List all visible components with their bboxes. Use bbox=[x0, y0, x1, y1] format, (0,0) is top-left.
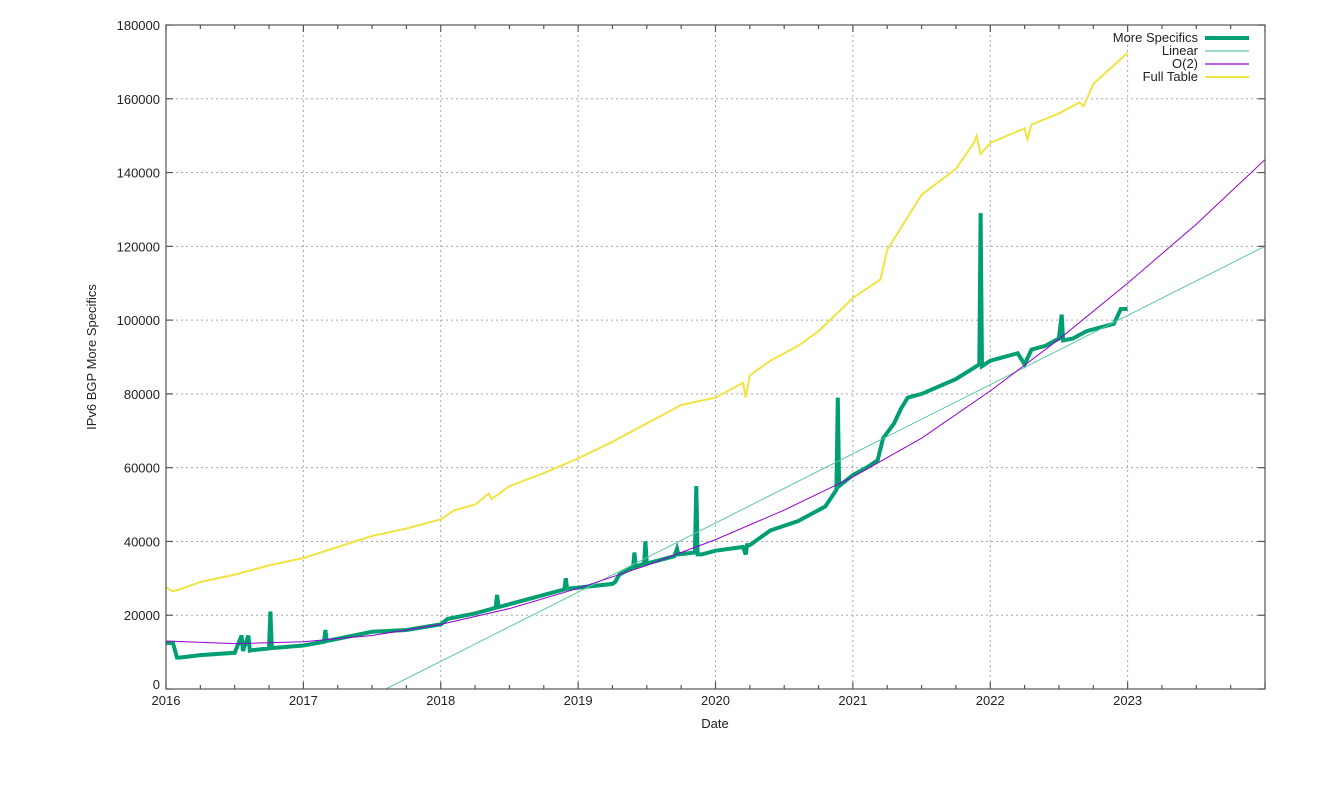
y-tick-label: 40000 bbox=[124, 534, 160, 549]
y-tick-label: 140000 bbox=[117, 166, 160, 181]
x-tick-label: 2021 bbox=[838, 693, 867, 708]
x-tick-label: 2022 bbox=[976, 693, 1005, 708]
x-axis-ticks: 2016 2017 2018 2019 2020 2021 2022 2023 bbox=[152, 25, 1266, 708]
series-linear bbox=[385, 245, 1265, 689]
legend-label: O(2) bbox=[1172, 56, 1198, 71]
legend-item-o2: O(2) bbox=[1172, 56, 1249, 71]
x-tick-label: 2016 bbox=[152, 693, 181, 708]
axes bbox=[165, 24, 1266, 690]
x-tick-label: 2019 bbox=[564, 693, 593, 708]
y-tick-label: 180000 bbox=[117, 18, 160, 33]
legend-label: Full Table bbox=[1143, 69, 1198, 84]
x-tick-label: 2020 bbox=[701, 693, 730, 708]
y-tick-label: 160000 bbox=[117, 92, 160, 107]
y-axis-title: IPv6 BGP More Specifics bbox=[84, 284, 99, 430]
y-tick-label: 80000 bbox=[124, 387, 160, 402]
legend-label: More Specifics bbox=[1113, 30, 1199, 45]
legend-label: Linear bbox=[1162, 43, 1199, 58]
y-tick-label: 100000 bbox=[117, 313, 160, 328]
y-tick-label: 0 bbox=[153, 677, 160, 692]
y-tick-label: 20000 bbox=[124, 608, 160, 623]
series-more-specifics bbox=[166, 213, 1128, 660]
plot-frame bbox=[165, 24, 1266, 690]
series-o-2- bbox=[166, 159, 1265, 645]
series-full-table bbox=[166, 51, 1129, 593]
legend-item-full-table: Full Table bbox=[1143, 69, 1249, 84]
y-tick-label: 60000 bbox=[124, 461, 160, 476]
x-axis-title: Date bbox=[701, 716, 728, 731]
plot-area bbox=[166, 51, 1265, 689]
legend-item-more-specifics: More Specifics bbox=[1113, 30, 1249, 45]
y-axis-ticks: 0 20000 40000 60000 80000 100000 120000 140000 1… bbox=[117, 18, 1265, 692]
legend-item-linear: Linear bbox=[1162, 43, 1249, 58]
x-tick-label: 2018 bbox=[426, 693, 455, 708]
x-tick-label: 2017 bbox=[289, 693, 318, 708]
legend: More Specifics Linear O(2) Full Table bbox=[1113, 30, 1249, 84]
grid-lines bbox=[166, 25, 1265, 689]
y-tick-label: 120000 bbox=[117, 239, 160, 254]
x-tick-label: 2023 bbox=[1113, 693, 1142, 708]
